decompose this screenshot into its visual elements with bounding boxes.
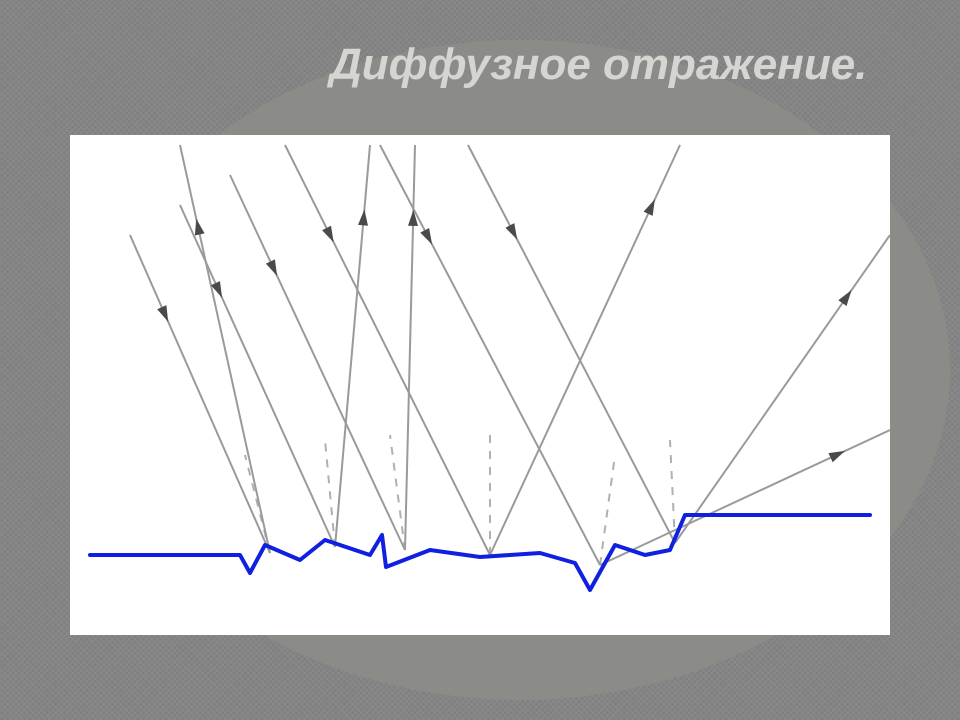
light-rays [130, 145, 890, 565]
slide-title: Диффузное отражение. [330, 40, 867, 90]
reflected-ray [405, 145, 415, 550]
ray-arrowhead-icon [358, 209, 368, 225]
ray-arrowhead-icon [322, 226, 334, 243]
incident-ray [130, 235, 270, 553]
normal-line [670, 440, 675, 543]
surface-normals [245, 435, 675, 565]
ray-arrowhead-icon [420, 228, 432, 244]
ray-arrowhead-icon [195, 219, 205, 236]
reflected-ray [675, 235, 890, 543]
ray-arrowhead-icon [266, 259, 277, 276]
diagram-panel [70, 135, 890, 635]
reflected-ray [600, 430, 890, 565]
slide: Диффузное отражение. [0, 0, 960, 720]
diffuse-reflection-diagram [70, 135, 890, 635]
ray-arrowhead-icon [838, 290, 851, 306]
reflected-ray [180, 145, 270, 553]
incident-ray [468, 145, 675, 543]
ray-arrowhead-icon [408, 210, 418, 226]
normal-line [325, 440, 335, 547]
ray-arrowhead-icon [505, 223, 517, 240]
ray-arrowhead-icon [828, 451, 845, 462]
reflected-ray [335, 145, 370, 547]
rough-surface-line [90, 515, 870, 590]
ray-arrows [157, 199, 851, 462]
incident-ray [285, 145, 490, 555]
ray-arrowhead-icon [157, 305, 168, 322]
ray-arrowhead-icon [644, 199, 655, 216]
